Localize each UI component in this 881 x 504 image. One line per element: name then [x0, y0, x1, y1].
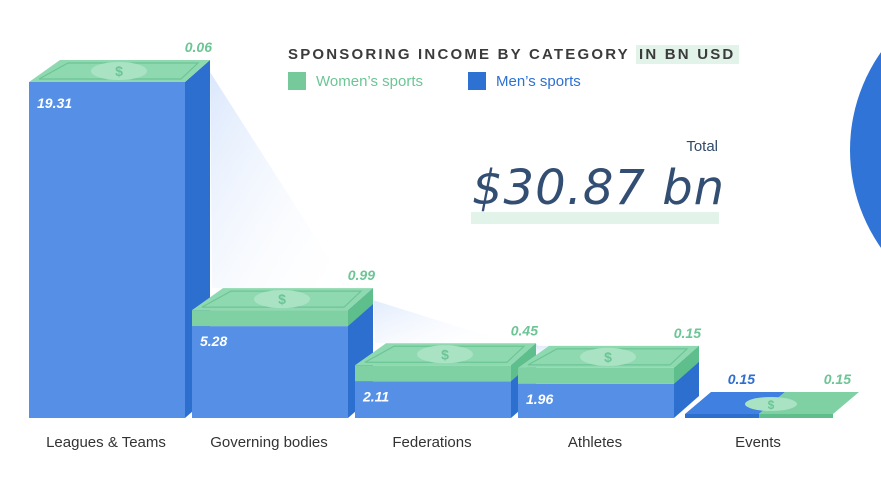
bar-group: $ [192, 288, 373, 418]
dollar-bill-icon [580, 347, 636, 366]
data-label-women: 0.99 [348, 267, 375, 283]
dollar-bill-icon [254, 290, 310, 309]
dollar-sign-icon: $ [768, 398, 775, 412]
total-underline [471, 212, 719, 224]
chart-title: SPONSORING INCOME BY CATEGORY IN BN USD [288, 45, 740, 64]
dollar-bill-icon [745, 397, 797, 411]
data-label-men: 1.96 [526, 391, 553, 407]
banknote-border [364, 345, 526, 363]
dollar-sign-icon: $ [604, 349, 612, 365]
bar-women [192, 310, 348, 327]
category-label: Governing bodies [210, 434, 328, 451]
dollar-bill-icon [417, 345, 473, 364]
decorative-pie-segment [850, 52, 881, 248]
legend-men-label: Men’s sports [496, 72, 581, 90]
bar-men [29, 82, 185, 418]
dollar-sign-icon: $ [115, 63, 123, 79]
legend-women-label: Women’s sports [316, 72, 423, 90]
dollar-sign-icon: $ [441, 346, 449, 362]
banknote-border [527, 348, 689, 366]
banknote-border [38, 62, 200, 80]
data-label-men: 2.11 [362, 388, 389, 404]
chart-title-text: SPONSORING INCOME BY CATEGORY [288, 46, 630, 63]
data-label-men: 0.15 [728, 371, 755, 387]
legend-men-swatch [468, 72, 486, 90]
data-label-men: 19.31 [37, 95, 72, 111]
connector-fan [373, 288, 511, 344]
banknote-border [201, 290, 363, 308]
bar-men [355, 381, 511, 418]
bar-women [518, 367, 674, 384]
data-label-men: 5.28 [200, 333, 227, 349]
total-label: Total [686, 138, 718, 155]
bar-men-side [685, 414, 759, 418]
data-label-women: 0.15 [824, 371, 851, 387]
bar-women-side [674, 345, 699, 384]
bar-women-side [759, 414, 833, 418]
category-label: Leagues & Teams [46, 434, 166, 451]
chart-title-unit: IN BN USD [636, 45, 740, 64]
bar-men [518, 383, 674, 418]
bar-women-side [348, 288, 373, 327]
connector-fan [210, 60, 348, 289]
bar-group: $ [355, 343, 536, 418]
bar-group: $ [518, 345, 699, 418]
data-label-women: 0.15 [674, 325, 701, 341]
data-label-women: 0.06 [185, 39, 212, 55]
category-label: Federations [392, 434, 471, 451]
category-label: Athletes [568, 434, 622, 451]
bar-women [355, 365, 511, 382]
category-label: Events [735, 434, 781, 451]
dollar-bill-icon [91, 62, 147, 80]
bar-women-side [511, 343, 536, 382]
legend-women: Women’s sports [288, 72, 423, 90]
bar-men [192, 326, 348, 418]
legend-men: Men’s sports [468, 72, 581, 90]
dollar-sign-icon: $ [278, 291, 286, 307]
bar-group: $ [29, 60, 210, 418]
bar-group: $ [685, 392, 859, 418]
data-label-women: 0.45 [511, 322, 538, 338]
total-value: $30.87 bn [472, 160, 726, 216]
legend-women-swatch [288, 72, 306, 90]
